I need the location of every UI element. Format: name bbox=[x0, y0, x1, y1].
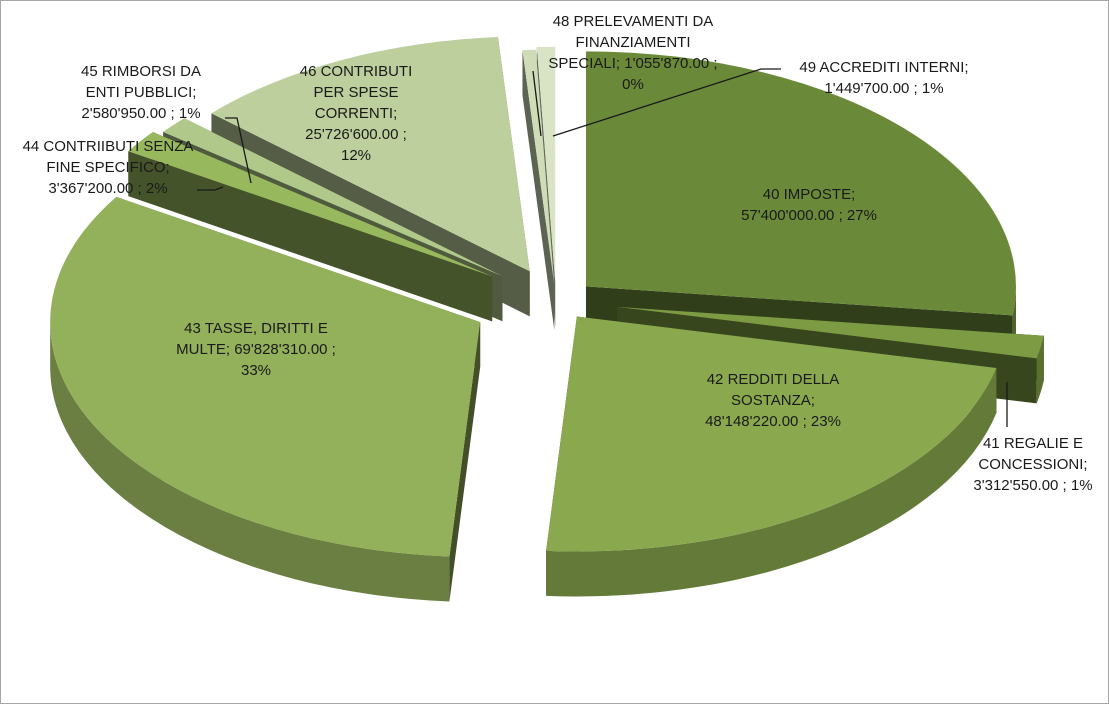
pie-slice-48 bbox=[522, 49, 555, 330]
pie-slice-side-41-0 bbox=[1036, 335, 1044, 404]
data-label-49: 49 ACCREDITI INTERNI; 1'449'700.00 ; 1% bbox=[799, 59, 968, 97]
data-label-line: 12% bbox=[341, 147, 371, 164]
pie-slice-side-43-0 bbox=[50, 322, 450, 602]
data-label-41: 41 REGALIE E CONCESSIONI; 3'312'550.00 ; 1… bbox=[973, 435, 1092, 494]
pie-slice-top-40 bbox=[585, 51, 1016, 316]
data-label-line: 3'367'200.00 ; 2% bbox=[48, 180, 167, 197]
data-label-line: 45 RIMBORSI DA bbox=[81, 63, 201, 80]
data-label-45: 45 RIMBORSI DA ENTI PUBBLICI; 2'580'950.00… bbox=[81, 63, 201, 122]
pie-slice-top-43 bbox=[50, 196, 481, 557]
pie-slice-wall-48-0 bbox=[522, 50, 555, 330]
pie-slice-top-49 bbox=[536, 46, 556, 282]
pie-slices bbox=[50, 36, 1044, 602]
pie-slice-top-42 bbox=[546, 316, 997, 552]
data-label-line: 0% bbox=[622, 76, 644, 93]
data-label-line: 1'449'700.00 ; 1% bbox=[824, 80, 943, 97]
data-label-40: 40 IMPOSTE; 57'400'000.00 ; 27% bbox=[741, 186, 877, 224]
data-label-line: 3'312'550.00 ; 1% bbox=[973, 477, 1092, 494]
leader-line-45 bbox=[225, 117, 252, 184]
data-label-44: 44 CONTRIIBUTI SENZA FINE SPECIFICO; 3'367… bbox=[23, 138, 194, 197]
data-label-line: 43 TASSE, DIRITTI E bbox=[184, 320, 328, 337]
pie-slice-42 bbox=[546, 316, 997, 597]
data-label-line: SOSTANZA; bbox=[731, 392, 815, 409]
data-label-46: 46 CONTRIBUTI PER SPESE CORRENTI; 25'726'60… bbox=[300, 63, 413, 164]
data-label-line: MULTE; 69'828'310.00 ; bbox=[176, 341, 336, 358]
data-label-48: 48 PRELEVAMENTI DA FINANZIAMENTI SPECIALI;… bbox=[548, 13, 717, 93]
data-label-line: 48'148'220.00 ; 23% bbox=[705, 413, 841, 430]
pie-slice-top-45 bbox=[163, 118, 503, 277]
data-label-line: 33% bbox=[241, 362, 271, 379]
data-label-line: 41 REGALIE E bbox=[983, 435, 1083, 452]
data-label-42: 42 REDDITI DELLA SOSTANZA; 48'148'220.00 ;… bbox=[705, 371, 841, 430]
data-label-43: 43 TASSE, DIRITTI E MULTE; 69'828'310.00 … bbox=[176, 320, 336, 379]
leader-line-48 bbox=[532, 70, 542, 137]
pie-slice-top-46 bbox=[211, 36, 530, 272]
pie-slice-side-42-0 bbox=[546, 368, 997, 597]
pie-slice-43 bbox=[50, 196, 481, 602]
pie-slice-top-48 bbox=[522, 49, 555, 285]
leader-line-44 bbox=[197, 186, 224, 191]
data-label-line: 57'400'000.00 ; 27% bbox=[741, 207, 877, 224]
data-label-line: 40 IMPOSTE; bbox=[763, 186, 856, 203]
data-label-line: FINANZIAMENTI bbox=[576, 34, 691, 51]
data-label-line: PER SPESE bbox=[313, 84, 398, 101]
data-label-line: 48 PRELEVAMENTI DA bbox=[553, 13, 714, 30]
pie-slice-44 bbox=[128, 132, 493, 322]
data-label-line: 46 CONTRIBUTI bbox=[300, 63, 413, 80]
data-label-line: FINE SPECIFICO; bbox=[46, 159, 169, 176]
data-label-line: SPECIALI; 1'055'870.00 ; bbox=[548, 55, 717, 72]
data-label-line: CONCESSIONI; bbox=[978, 456, 1087, 473]
leader-line-49 bbox=[552, 68, 781, 137]
data-label-line: 44 CONTRIIBUTI SENZA bbox=[23, 138, 194, 155]
data-label-line: 49 ACCREDITI INTERNI; bbox=[799, 59, 968, 76]
data-label-line: ENTI PUBBLICI; bbox=[86, 84, 197, 101]
pie-slice-top-41 bbox=[617, 306, 1044, 359]
data-label-line: 42 REDDITI DELLA bbox=[707, 371, 840, 388]
data-label-line: CORRENTI; bbox=[315, 105, 398, 122]
pie-slice-wall-43-0 bbox=[449, 322, 481, 602]
pie-slice-top-44 bbox=[128, 132, 493, 277]
slice-labels: 40 IMPOSTE; 57'400'000.00 ; 27% 41 REGALIE… bbox=[23, 13, 1093, 494]
data-label-line: 25'726'600.00 ; bbox=[305, 126, 407, 143]
data-label-line: 2'580'950.00 ; 1% bbox=[81, 105, 200, 122]
